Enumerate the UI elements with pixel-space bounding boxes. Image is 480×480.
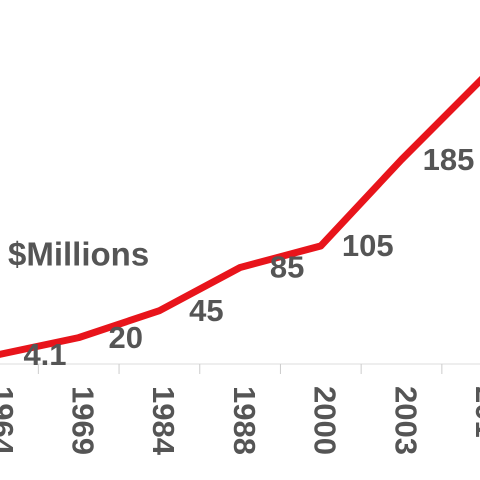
y-axis-label: $Millions bbox=[8, 236, 149, 273]
data-label: 85 bbox=[270, 250, 304, 285]
x-tick-label: 201 bbox=[469, 386, 480, 438]
x-tick-label: 1964 bbox=[0, 386, 20, 456]
x-tick-label: 2003 bbox=[388, 386, 423, 455]
data-label: 45 bbox=[189, 293, 223, 328]
x-tick-label: 2000 bbox=[308, 386, 343, 455]
data-label: 4.1 bbox=[23, 337, 66, 372]
x-tick-label: 1984 bbox=[146, 386, 181, 456]
x-tick-label: 1969 bbox=[66, 386, 101, 455]
line bbox=[0, 76, 480, 358]
data-label: 20 bbox=[108, 320, 142, 355]
data-label: 105 bbox=[342, 228, 394, 263]
data-label: 185 bbox=[423, 142, 475, 177]
x-tick-label: 1988 bbox=[227, 386, 262, 455]
